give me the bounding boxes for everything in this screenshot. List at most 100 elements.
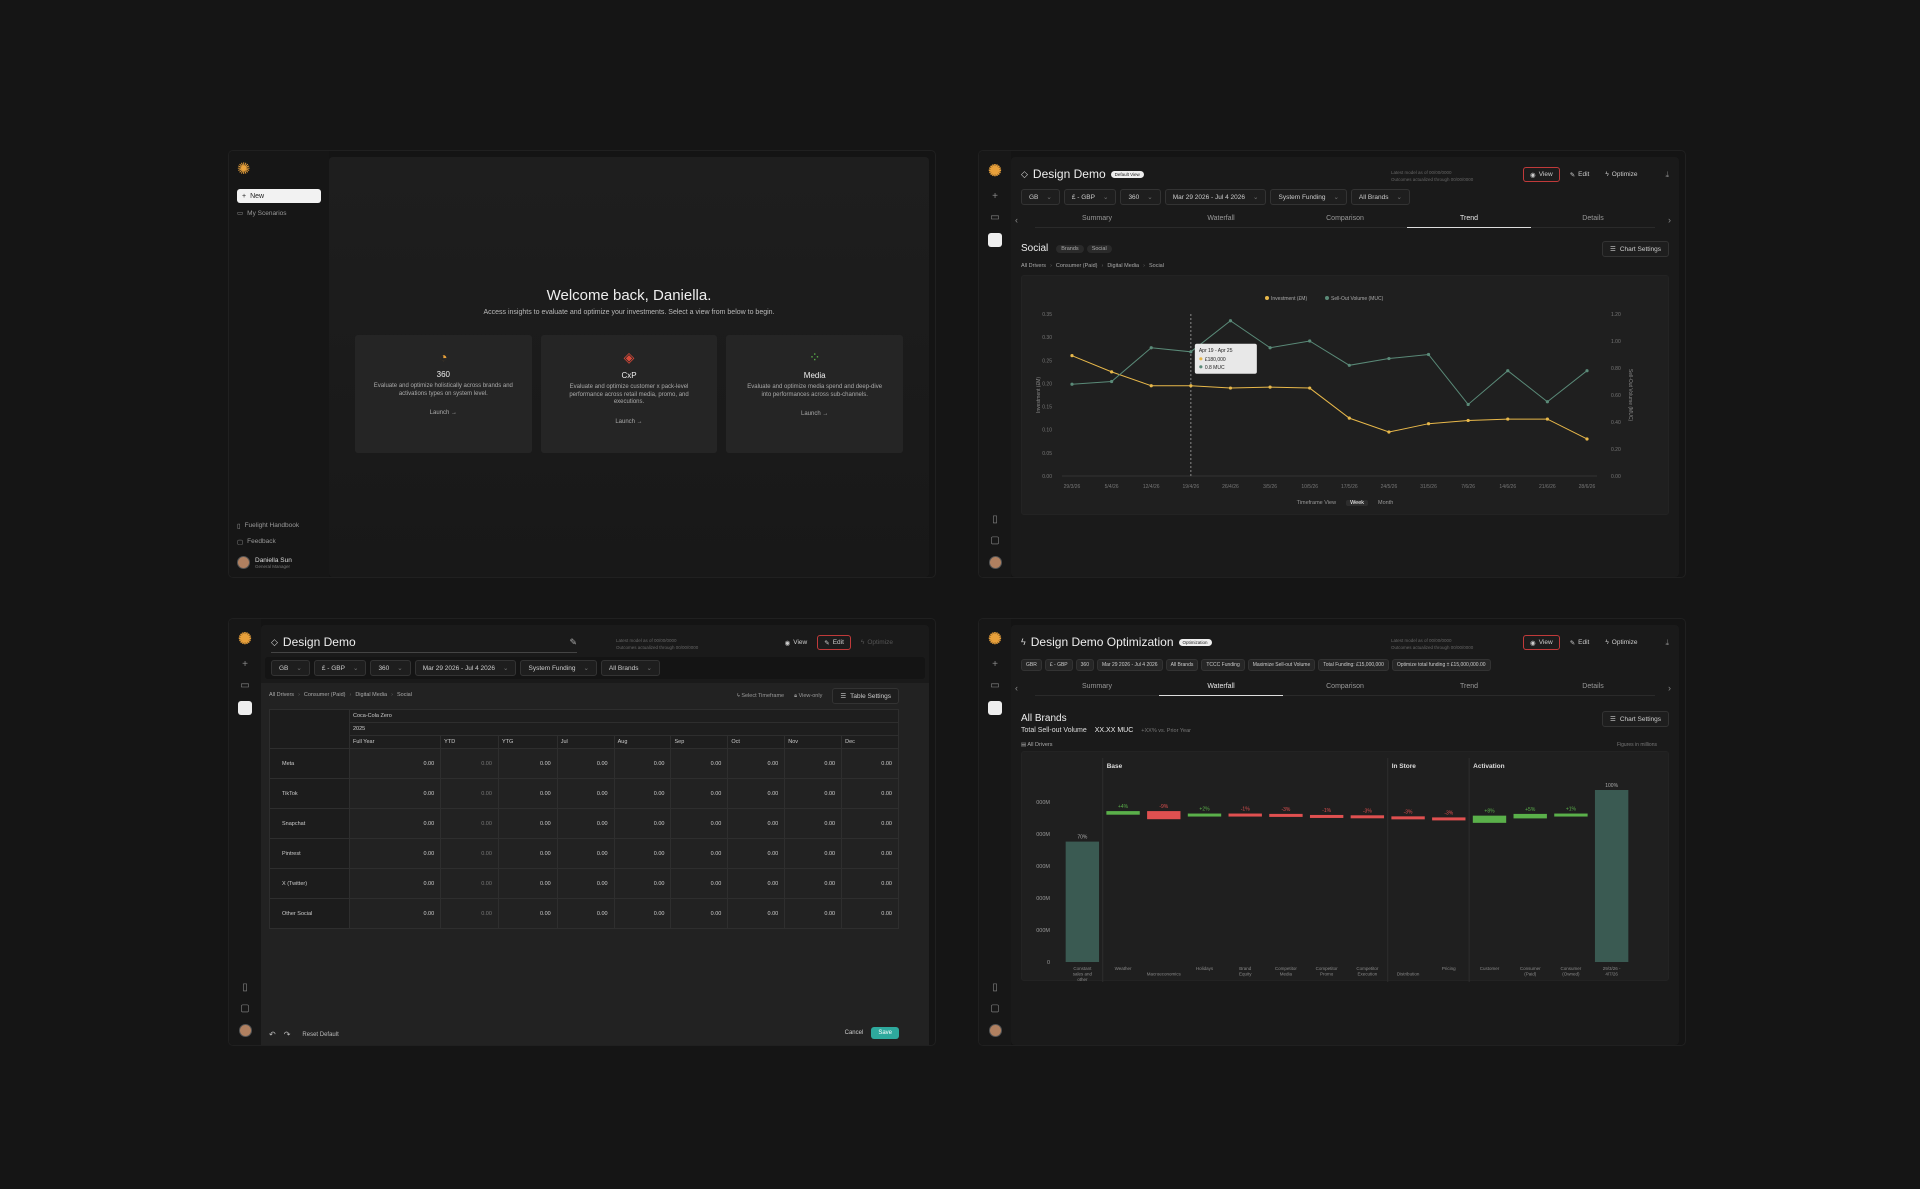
edit-button[interactable]: ✎ Edit xyxy=(1569,171,1590,179)
book-icon[interactable]: ▯ xyxy=(992,982,998,993)
table-cell[interactable]: 0.00 xyxy=(727,868,786,899)
launch-link[interactable]: Launch → xyxy=(615,418,643,425)
tab-next-icon[interactable]: › xyxy=(1668,215,1671,225)
tab-details[interactable]: Details xyxy=(1531,209,1655,228)
table-cell[interactable]: 0.00 xyxy=(497,838,558,869)
download-icon[interactable]: ⤓ xyxy=(1665,169,1669,179)
plus-icon[interactable]: + xyxy=(992,191,998,202)
view-card-0[interactable]: ◔ 360 Evaluate and optimize holistically a… xyxy=(355,335,532,453)
plus-icon[interactable]: + xyxy=(992,659,998,670)
breadcrumb-item[interactable]: All Drivers xyxy=(1021,263,1047,269)
table-cell[interactable]: 0.00 xyxy=(556,838,615,869)
scenario-icon[interactable] xyxy=(238,701,252,715)
save-button[interactable]: Save xyxy=(871,1027,899,1039)
table-settings-button[interactable]: ☰ Table Settings xyxy=(832,688,899,704)
table-cell[interactable]: 0.00 xyxy=(497,808,558,839)
tab-summary[interactable]: Summary xyxy=(1035,677,1159,696)
tab-prev-icon[interactable]: ‹ xyxy=(1015,683,1018,693)
pencil-icon[interactable]: ✎ xyxy=(569,636,577,647)
undo-icon[interactable]: ↶ xyxy=(269,1030,276,1039)
book-icon[interactable]: ▯ xyxy=(242,982,248,993)
table-cell[interactable]: 0.00 xyxy=(841,898,899,929)
avatar[interactable] xyxy=(988,556,1002,569)
tab-prev-icon[interactable]: ‹ xyxy=(1015,215,1018,225)
new-button[interactable]: + New xyxy=(237,189,321,203)
filter-5[interactable]: All Brands ⌄ xyxy=(1350,189,1410,205)
optimize-button[interactable]: ϟ Optimize xyxy=(860,639,893,646)
week-toggle[interactable]: Week xyxy=(1346,500,1369,506)
scenario-icon[interactable] xyxy=(988,233,1002,247)
folder-icon[interactable]: ▭ xyxy=(990,212,1000,223)
table-cell[interactable]: 0.00 xyxy=(727,838,786,869)
book-icon[interactable]: ▯ xyxy=(992,514,998,525)
select-timeframe-button[interactable]: ϟ Select Timeframe xyxy=(736,693,785,699)
my-scenarios-item[interactable]: ▭ My Scenarios xyxy=(237,209,287,218)
table-cell[interactable]: 0.00 xyxy=(727,778,786,809)
filter-4[interactable]: All Brands xyxy=(1165,659,1199,671)
table-cell[interactable]: 0.00 xyxy=(497,748,558,779)
chip-brands[interactable]: Brands xyxy=(1056,244,1084,253)
table-cell[interactable]: 0.00 xyxy=(348,808,442,839)
table-cell[interactable]: 0.00 xyxy=(556,808,615,839)
folder-icon[interactable]: ▭ xyxy=(240,680,250,691)
month-toggle[interactable]: Month xyxy=(1378,500,1394,506)
cancel-button[interactable]: Cancel xyxy=(844,1030,864,1036)
tab-trend[interactable]: Trend xyxy=(1407,677,1531,696)
table-cell[interactable]: 0.00 xyxy=(348,748,442,779)
chip-social[interactable]: Social xyxy=(1086,244,1112,253)
view-only-toggle[interactable]: 🔒︎ View-only xyxy=(794,692,823,699)
download-icon[interactable]: ⤓ xyxy=(1665,637,1669,647)
table-cell[interactable]: 0.00 xyxy=(784,898,843,929)
table-cell[interactable]: 0.00 xyxy=(497,868,558,899)
optimize-button[interactable]: ϟ Optimize xyxy=(1605,171,1638,178)
filter-3[interactable]: Mar 29 2026 - Jul 4 2026 ⌄ xyxy=(414,660,517,676)
filter-1[interactable]: £ - GBP xyxy=(1044,659,1073,671)
table-cell[interactable]: 0.00 xyxy=(841,808,899,839)
chat-icon[interactable]: ▢ xyxy=(990,535,1000,546)
filter-4[interactable]: System Funding ⌄ xyxy=(1270,189,1347,205)
edit-button[interactable]: ✎ Edit xyxy=(1569,639,1590,647)
table-cell[interactable]: 0.00 xyxy=(784,778,843,809)
table-cell[interactable]: 0.00 xyxy=(784,868,843,899)
tab-next-icon[interactable]: › xyxy=(1668,683,1671,693)
tab-comparison[interactable]: Comparison xyxy=(1283,677,1407,696)
table-cell[interactable]: 0.00 xyxy=(613,898,672,929)
table-cell[interactable]: 0.00 xyxy=(784,748,843,779)
scenario-icon[interactable] xyxy=(988,701,1002,715)
filter-2[interactable]: 360 xyxy=(1075,659,1094,671)
filter-5[interactable]: TCCC Funding xyxy=(1201,659,1245,671)
edit-button[interactable]: ✎ Edit xyxy=(817,635,851,650)
table-cell[interactable]: 0.00 xyxy=(440,898,499,929)
tab-waterfall[interactable]: Waterfall xyxy=(1159,677,1283,696)
table-cell[interactable]: 0.00 xyxy=(440,808,499,839)
redo-icon[interactable]: ↷ xyxy=(283,1030,291,1039)
table-cell[interactable]: 0.00 xyxy=(727,898,786,929)
table-cell[interactable]: 0.00 xyxy=(613,808,672,839)
view-card-2[interactable]: ⁘ Media Evaluate and optimize media spend … xyxy=(726,335,904,453)
breadcrumb-item[interactable]: Digital Media xyxy=(1107,263,1140,269)
table-cell[interactable]: 0.00 xyxy=(841,778,899,809)
table-cell[interactable]: 0.00 xyxy=(440,748,499,779)
table-cell[interactable]: 0.00 xyxy=(556,898,615,929)
tab-trend[interactable]: Trend xyxy=(1407,209,1531,228)
table-cell[interactable]: 0.00 xyxy=(348,778,442,809)
chart-settings-button[interactable]: ☰ Chart Settings xyxy=(1601,241,1669,257)
view-button[interactable]: ◉ View xyxy=(784,639,808,647)
table-cell[interactable]: 0.00 xyxy=(556,868,615,899)
table-cell[interactable]: 0.00 xyxy=(497,778,558,809)
launch-link[interactable]: Launch → xyxy=(801,411,829,417)
table-cell[interactable]: 0.00 xyxy=(670,838,729,869)
optimize-button[interactable]: ϟ Optimize xyxy=(1605,639,1638,646)
avatar[interactable] xyxy=(988,1024,1002,1037)
table-cell[interactable]: 0.00 xyxy=(841,748,899,779)
tab-waterfall[interactable]: Waterfall xyxy=(1159,209,1283,228)
chat-icon[interactable]: ▢ xyxy=(990,1003,1000,1014)
table-cell[interactable]: 0.00 xyxy=(670,808,729,839)
table-cell[interactable]: 0.00 xyxy=(613,778,672,809)
table-cell[interactable]: 0.00 xyxy=(613,868,672,899)
breadcrumb-item[interactable]: Consumer (Paid) xyxy=(1055,263,1098,269)
breadcrumb-item[interactable]: All Drivers xyxy=(269,692,295,698)
filter-4[interactable]: System Funding ⌄ xyxy=(520,660,597,676)
table-cell[interactable]: 0.00 xyxy=(670,748,729,779)
table-cell[interactable]: 0.00 xyxy=(440,838,499,869)
